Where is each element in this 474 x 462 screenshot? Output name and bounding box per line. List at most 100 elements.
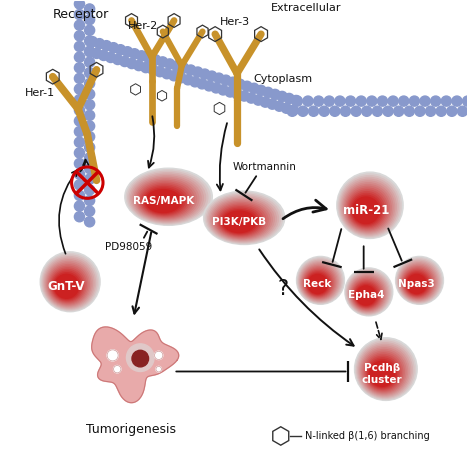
Text: GnT-V: GnT-V (48, 280, 85, 293)
Circle shape (84, 79, 95, 89)
Circle shape (246, 93, 256, 103)
Circle shape (383, 106, 393, 116)
Circle shape (346, 186, 390, 230)
Circle shape (158, 57, 168, 67)
Circle shape (204, 81, 214, 91)
Circle shape (337, 172, 403, 238)
Circle shape (84, 89, 95, 99)
Circle shape (367, 96, 377, 106)
Circle shape (179, 63, 189, 73)
Circle shape (200, 69, 210, 79)
Circle shape (253, 95, 263, 105)
Circle shape (307, 273, 328, 294)
Circle shape (94, 39, 104, 49)
Circle shape (345, 185, 391, 231)
Circle shape (410, 96, 419, 106)
Ellipse shape (208, 195, 278, 242)
Ellipse shape (134, 177, 199, 220)
Text: Wortmannin: Wortmannin (233, 162, 297, 171)
Circle shape (74, 190, 84, 201)
Circle shape (303, 96, 313, 106)
Circle shape (53, 271, 82, 300)
Circle shape (400, 263, 438, 300)
Circle shape (314, 96, 324, 106)
Circle shape (162, 69, 172, 79)
Circle shape (365, 354, 401, 390)
Circle shape (84, 185, 95, 195)
Circle shape (305, 269, 332, 297)
Ellipse shape (209, 197, 276, 241)
Ellipse shape (131, 174, 203, 222)
Circle shape (84, 217, 95, 227)
Circle shape (405, 271, 430, 296)
Circle shape (397, 259, 441, 303)
Circle shape (87, 36, 98, 47)
Circle shape (84, 68, 95, 78)
Circle shape (324, 96, 334, 106)
Ellipse shape (126, 170, 210, 225)
Circle shape (99, 50, 109, 61)
Circle shape (74, 52, 84, 62)
Circle shape (172, 61, 182, 71)
Circle shape (352, 195, 381, 225)
Circle shape (235, 79, 245, 89)
Circle shape (54, 273, 80, 299)
Circle shape (346, 271, 390, 314)
Circle shape (300, 261, 339, 301)
Circle shape (292, 96, 302, 106)
Circle shape (309, 106, 319, 116)
Circle shape (46, 260, 92, 307)
Circle shape (401, 265, 435, 299)
Circle shape (74, 137, 84, 147)
Circle shape (193, 67, 203, 77)
Circle shape (164, 59, 175, 69)
Circle shape (207, 71, 217, 81)
Circle shape (330, 106, 340, 116)
Circle shape (356, 341, 414, 398)
Ellipse shape (204, 191, 285, 244)
Ellipse shape (220, 208, 260, 234)
Ellipse shape (205, 193, 283, 243)
Circle shape (137, 51, 146, 61)
Circle shape (398, 260, 440, 302)
Circle shape (74, 10, 84, 19)
Circle shape (291, 96, 301, 105)
Circle shape (74, 180, 84, 190)
Circle shape (84, 174, 95, 184)
Circle shape (84, 15, 95, 24)
Circle shape (84, 25, 95, 35)
Circle shape (84, 195, 95, 206)
Circle shape (84, 132, 95, 142)
Circle shape (403, 268, 432, 298)
Circle shape (297, 256, 345, 304)
Circle shape (367, 358, 398, 389)
Circle shape (186, 65, 196, 75)
Text: PI3K/PKB: PI3K/PKB (212, 217, 266, 227)
Text: Her-2: Her-2 (128, 21, 158, 31)
Circle shape (396, 256, 444, 304)
Circle shape (48, 265, 88, 304)
Circle shape (363, 351, 404, 392)
Circle shape (347, 272, 389, 314)
Circle shape (114, 365, 121, 373)
Circle shape (402, 267, 434, 298)
Circle shape (74, 63, 84, 73)
Polygon shape (91, 327, 179, 403)
Circle shape (436, 106, 447, 116)
Circle shape (347, 188, 388, 229)
Circle shape (355, 338, 417, 401)
Circle shape (281, 103, 292, 113)
Ellipse shape (213, 201, 270, 238)
Circle shape (106, 52, 116, 62)
Ellipse shape (140, 183, 190, 216)
Circle shape (399, 96, 409, 106)
Circle shape (354, 282, 379, 307)
Circle shape (74, 201, 84, 211)
Text: PD98059: PD98059 (105, 242, 152, 252)
Circle shape (350, 194, 383, 225)
Text: N-linked β(1,6) branching: N-linked β(1,6) branching (305, 431, 430, 441)
Circle shape (457, 106, 467, 116)
Circle shape (232, 89, 242, 99)
Circle shape (420, 96, 430, 106)
Circle shape (277, 91, 287, 102)
